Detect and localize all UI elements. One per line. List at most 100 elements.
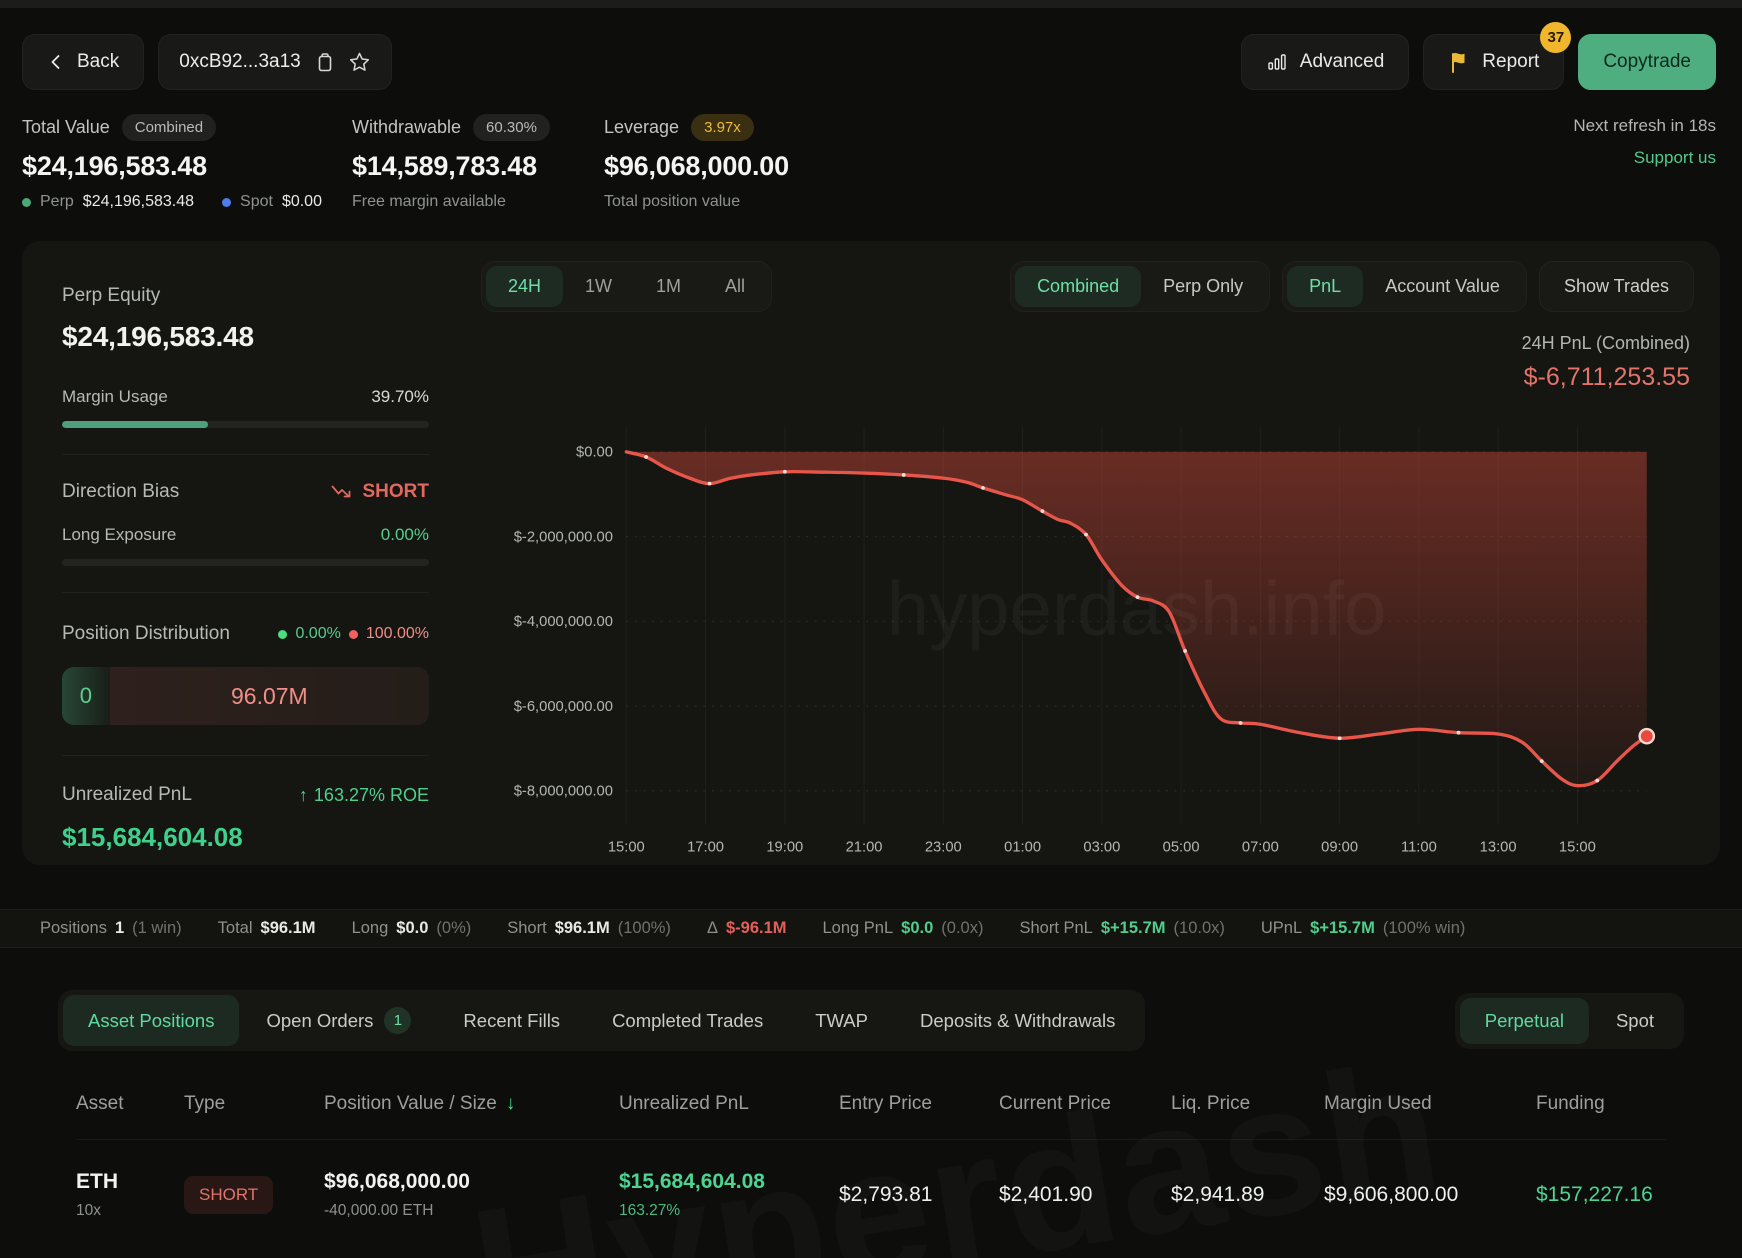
col-liq-price[interactable]: Liq. Price [1171, 1093, 1251, 1114]
entry-price: $2,793.81 [839, 1183, 933, 1206]
roe-value: 163.27% ROE [313, 784, 429, 805]
table-row[interactable]: ETH 10x SHORT $96,068,000.00 -40,000.00 … [76, 1140, 1666, 1246]
col-asset[interactable]: Asset [76, 1093, 124, 1114]
position-value: $96,068,000.00 [324, 1170, 470, 1193]
report-button[interactable]: Report 37 [1423, 22, 1572, 90]
svg-text:15:00: 15:00 [608, 840, 645, 856]
arrow-up-icon: ↑ [298, 784, 308, 805]
open-orders-count-badge: 1 [384, 1007, 412, 1034]
summary-total: Total $96.1M [217, 919, 316, 937]
scope-tab-perp-only[interactable]: Perp Only [1163, 276, 1244, 296]
row-upnl: $15,684,604.08 [619, 1170, 765, 1193]
pnl-summary-value: $-6,711,253.55 [1523, 363, 1690, 391]
col-position-value[interactable]: Position Value / Size ↓ [324, 1093, 516, 1114]
copytrade-label: Copytrade [1603, 51, 1691, 72]
table-header: Asset Type Position Value / Size ↓ Unrea… [76, 1093, 1666, 1115]
svg-text:13:00: 13:00 [1480, 840, 1517, 856]
scope-tab-combined[interactable]: Combined [1015, 266, 1142, 307]
perp-equity-value: $24,196,583.48 [62, 321, 254, 352]
margin-usage-value: 39.70% [371, 387, 429, 406]
svg-text:07:00: 07:00 [1242, 840, 1279, 856]
pnl-area-chart[interactable]: 15:00 17:00 19:00 21:00 23:00 01:00 03:00 05:00… [481, 370, 1694, 865]
report-count-badge: 37 [1540, 22, 1572, 53]
market-tab-spot[interactable]: Spot [1615, 1009, 1654, 1031]
tab-recent-fills[interactable]: Recent Fills [463, 1009, 561, 1031]
market-tab-perpetual[interactable]: Perpetual [1459, 997, 1589, 1044]
overview-card: Perp Equity $24,196,583.48 Margin Usage … [22, 241, 1720, 865]
sort-desc-icon: ↓ [505, 1093, 516, 1114]
svg-text:$-6,000,000.00: $-6,000,000.00 [514, 699, 613, 715]
col-unrealized-pnl[interactable]: Unrealized PnL [619, 1093, 749, 1114]
unrealized-pnl-label: Unrealized PnL [62, 784, 192, 805]
summary-short-pnl: Short PnL $+15.7M (10.0x) [1019, 919, 1225, 937]
metric-tab-account-value[interactable]: Account Value [1385, 276, 1500, 296]
tab-open-orders[interactable]: Open Orders 1 [241, 995, 436, 1046]
range-tab-1w[interactable]: 1W [585, 276, 613, 296]
flag-icon [1448, 51, 1470, 74]
perp-label: Perp [40, 193, 74, 210]
divider [62, 755, 429, 756]
distribution-long-segment: 0 [62, 667, 110, 725]
metric-tab-pnl[interactable]: PnL [1287, 266, 1364, 307]
advanced-button[interactable]: Advanced [1240, 34, 1410, 90]
range-tab-all[interactable]: All [725, 276, 746, 296]
show-trades-button[interactable]: Show Trades [1538, 261, 1694, 312]
col-current-price[interactable]: Current Price [999, 1093, 1111, 1114]
spot-dot-icon [222, 197, 232, 207]
range-tab-24h[interactable]: 24H [486, 266, 564, 307]
pnl-summary-label: 24H PnL (Combined) [1521, 333, 1690, 353]
support-us-link[interactable]: Support us [1633, 148, 1716, 167]
svg-text:09:00: 09:00 [1321, 840, 1358, 856]
perp-dot-icon [22, 197, 31, 207]
metric-segmented-control: PnL Account Value [1282, 261, 1527, 312]
tab-asset-positions[interactable]: Asset Positions [63, 995, 240, 1046]
copy-icon[interactable] [315, 52, 334, 73]
spot-value: $0.00 [281, 193, 322, 210]
col-type[interactable]: Type [184, 1093, 226, 1114]
unrealized-pnl-value: $15,684,604.08 [62, 822, 243, 852]
range-segmented-control: 24H 1W 1M All [481, 261, 773, 312]
svg-text:11:00: 11:00 [1401, 840, 1437, 856]
asset-leverage: 10x [76, 1202, 101, 1219]
funding: $157,227.16 [1536, 1183, 1653, 1206]
next-refresh-text: Next refresh in 18s [1573, 116, 1716, 135]
col-margin-used[interactable]: Margin Used [1324, 1093, 1432, 1114]
direction-bias-value: SHORT [362, 481, 430, 502]
position-value-cell: $96,068,000.00 -40,000.00 ETH [324, 1170, 619, 1220]
long-pct: 0.00% [295, 625, 341, 642]
positions-table: Asset Type Position Value / Size ↓ Unrea… [40, 1093, 1702, 1246]
copytrade-button[interactable]: Copytrade [1578, 34, 1716, 90]
stat-total-value: Total Value Combined $24,196,583.48 Perp… [22, 114, 352, 211]
svg-text:05:00: 05:00 [1163, 840, 1200, 856]
withdrawable-sub: Free margin available [352, 193, 506, 210]
top-bar-right: Advanced Report 37 Copytrade [1240, 22, 1716, 90]
back-button[interactable]: Back [22, 34, 145, 90]
perp-equity-label: Perp Equity [62, 285, 161, 306]
position-distribution-label: Position Distribution [62, 623, 230, 644]
spot-label: Spot [240, 193, 273, 210]
svg-text:01:00: 01:00 [1004, 840, 1041, 856]
wallet-address-pill[interactable]: 0xcB92...3a13 [158, 34, 392, 90]
col-funding[interactable]: Funding [1536, 1093, 1605, 1114]
leverage-badge: 3.97x [691, 114, 754, 141]
refresh-block: Next refresh in 18s Support us [1573, 114, 1716, 211]
svg-text:23:00: 23:00 [925, 840, 962, 856]
divider [62, 592, 429, 593]
stat-withdrawable: Withdrawable 60.30% $14,589,783.48 Free … [352, 114, 604, 211]
tab-twap[interactable]: TWAP [815, 1009, 868, 1031]
summary-upnl: UPnL $+15.7M (100% win) [1260, 919, 1466, 937]
withdrawable-pct-badge: 60.30% [473, 114, 550, 141]
favorite-star-icon[interactable] [348, 51, 371, 73]
tab-deposits-withdrawals[interactable]: Deposits & Withdrawals [920, 1009, 1116, 1031]
asset-cell: ETH 10x [76, 1170, 184, 1220]
chevron-left-icon [47, 53, 65, 71]
range-tab-1m[interactable]: 1M [656, 276, 682, 296]
bar-chart-icon [1266, 51, 1288, 73]
col-entry-price[interactable]: Entry Price [839, 1093, 932, 1114]
top-bar: Back 0xcB92...3a13 [0, 8, 1742, 90]
svg-text:19:00: 19:00 [766, 840, 803, 856]
tab-completed-trades[interactable]: Completed Trades [612, 1009, 764, 1031]
table-divider [76, 1139, 1666, 1140]
pnl-summary: 24H PnL (Combined) $-6,711,253.55 [1522, 333, 1690, 392]
